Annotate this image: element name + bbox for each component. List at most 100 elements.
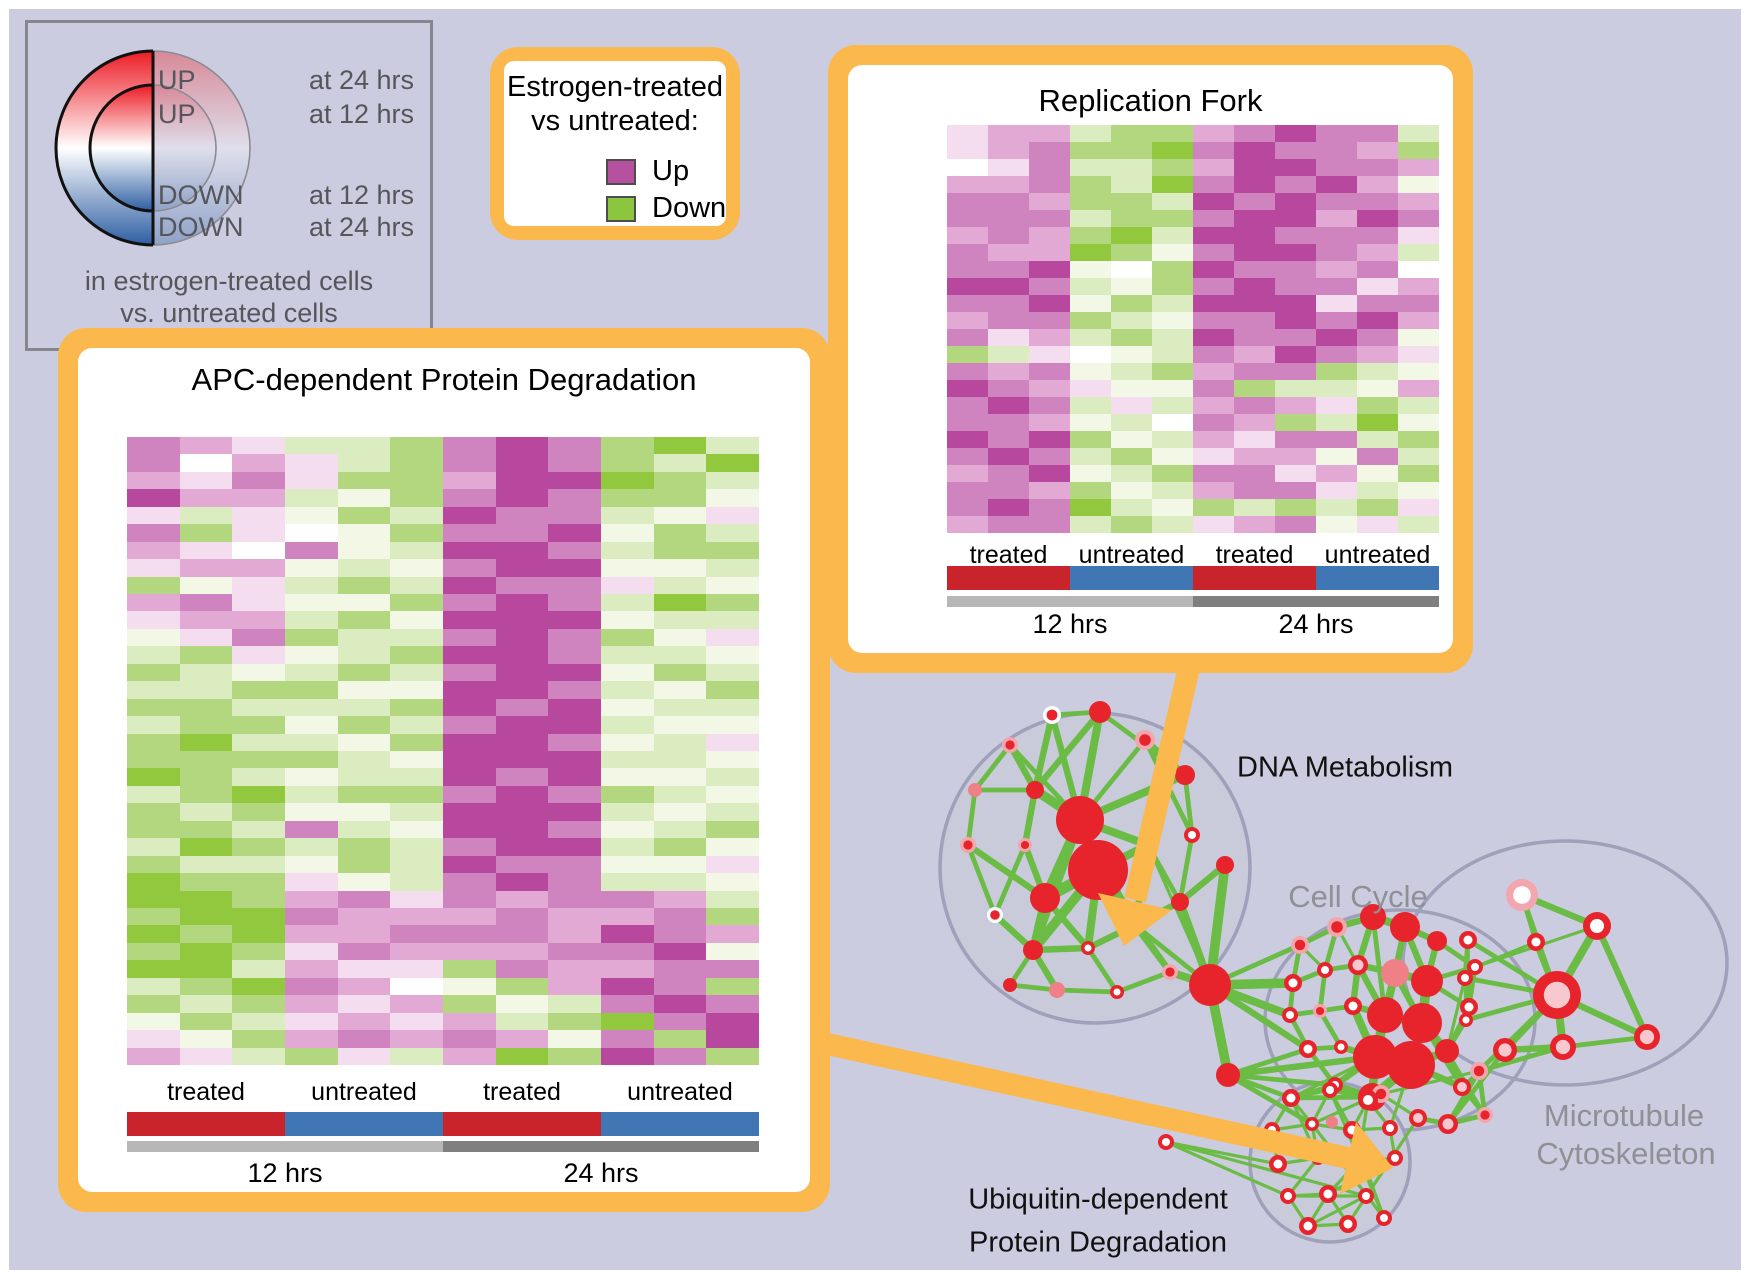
arrow-apc-to-ubiquitin-head: [1340, 1122, 1393, 1194]
heatmap-cell: [1357, 380, 1398, 397]
heatmap-cell: [390, 977, 443, 996]
heatmap-cell: [285, 960, 338, 978]
heatmap-cell: [443, 960, 496, 978]
heatmap-cell: [127, 942, 180, 961]
heatmap-cell: [443, 559, 496, 577]
heatmap-cell: [390, 768, 443, 786]
heatmap-cell: [179, 594, 233, 612]
heatmap-cell: [1152, 516, 1193, 533]
heatmap-cell: [706, 925, 759, 943]
heatmap-cell: [548, 751, 601, 769]
gene-node-center: [1461, 974, 1469, 982]
heatmap-cell: [1070, 261, 1111, 278]
legend-item-down: Down: [606, 192, 726, 225]
gene-node-center: [1531, 937, 1541, 947]
gene-node-center: [1391, 1154, 1399, 1162]
heatmap-cell: [232, 977, 285, 996]
heatmap-cell: [127, 698, 180, 717]
heatmap-cell: [495, 855, 549, 874]
heatmap-cell: [179, 925, 233, 943]
heatmap-cell: [1193, 210, 1234, 227]
network-edge: [965, 789, 978, 846]
heatmap-cell: [601, 960, 654, 978]
heatmap-cell: [1193, 176, 1234, 193]
heatmap-cell: [285, 995, 338, 1013]
heatmap-cell: [1234, 482, 1275, 499]
heatmap-cell: [232, 663, 285, 682]
heatmap-cell: [1193, 499, 1234, 516]
heatmap-cell: [1398, 465, 1439, 482]
heatmap-cell: [127, 594, 180, 612]
network-edge: [1227, 1072, 1336, 1088]
gene-node-center: [1462, 1016, 1470, 1024]
heatmap-cell: [601, 977, 654, 996]
heatmap-cell: [443, 977, 496, 996]
heatmap-cell: [127, 977, 180, 996]
heatmap-cell: [1398, 516, 1439, 533]
heatmap-cell: [232, 437, 285, 455]
heatmap-cell: [1357, 482, 1398, 499]
heatmap-cell: [1234, 159, 1275, 176]
heatmap-cell: [127, 820, 180, 839]
heatmap-cell: [337, 489, 391, 507]
heatmap-cell: [443, 716, 496, 734]
heatmap-cell: [653, 873, 707, 891]
gene-node-center: [1323, 1189, 1333, 1199]
gene-node-center: [1348, 1001, 1358, 1011]
gene-node-center: [1273, 1159, 1283, 1169]
heatmap-cell: [1275, 295, 1316, 312]
heatmap-cell: [285, 942, 338, 961]
heatmap-cell: [653, 506, 707, 525]
heatmap-cell: [601, 890, 654, 908]
heatmap-cell: [390, 925, 443, 943]
gene-node-center: [1463, 935, 1473, 945]
gene-node: [1049, 982, 1065, 998]
heatmap-cell: [1070, 227, 1111, 244]
heatmap-cell: [390, 1030, 443, 1048]
group-label: untreated: [1078, 541, 1185, 569]
heatmap-cell: [1070, 346, 1111, 363]
heatmap-cell: [601, 768, 654, 786]
heatmap-cell: [1193, 193, 1234, 210]
heatmap-cell: [706, 471, 759, 490]
heatmap-cell: [1111, 244, 1152, 261]
heatmap-cell: [285, 681, 338, 699]
heatmap-cell: [127, 1030, 180, 1048]
heatmap-cell: [285, 1030, 338, 1048]
heatmap-cell: [1070, 499, 1111, 516]
heatmap-cell: [127, 960, 180, 978]
heatmap-cell: [988, 380, 1029, 397]
heatmap-cell: [653, 698, 707, 717]
heatmap-cell: [337, 733, 391, 751]
heatmap-cell: [1070, 244, 1111, 261]
heatmap-cell: [337, 594, 391, 612]
heatmap-cell: [232, 716, 285, 734]
heatmap-cell: [653, 925, 707, 943]
heatmap-cell: [127, 873, 180, 891]
heatmap-cell: [1029, 499, 1070, 516]
heatmap-cell: [706, 803, 759, 821]
heatmap-cell: [653, 681, 707, 699]
time-bar-24hrs: [443, 1141, 759, 1152]
color-legend-box: Estrogen-treated vs untreated: Up Down: [490, 47, 740, 240]
heatmap-cell: [390, 751, 443, 769]
group-label: treated: [1215, 541, 1294, 569]
gene-node-center: [1639, 1029, 1655, 1045]
heatmap-cell: [1070, 295, 1111, 312]
heatmap-cell: [947, 227, 988, 244]
heatmap-cell: [548, 663, 601, 682]
heatmap-cell: [232, 594, 285, 612]
heatmap-cell: [601, 733, 654, 751]
heatmap-cell: [495, 803, 549, 821]
network-edge: [1227, 1053, 1376, 1079]
heatmap-cell: [285, 698, 338, 717]
heatmap-cell: [127, 785, 180, 804]
heatmap-cell: [179, 977, 233, 996]
gene-node: [1216, 856, 1234, 874]
heatmap-cell: [285, 559, 338, 577]
heatmap-cell: [601, 873, 654, 891]
heatmap-cell: [179, 663, 233, 682]
heatmap-cell: [495, 908, 549, 926]
heatmap-cell: [1193, 482, 1234, 499]
heatmap-cell: [1111, 295, 1152, 312]
